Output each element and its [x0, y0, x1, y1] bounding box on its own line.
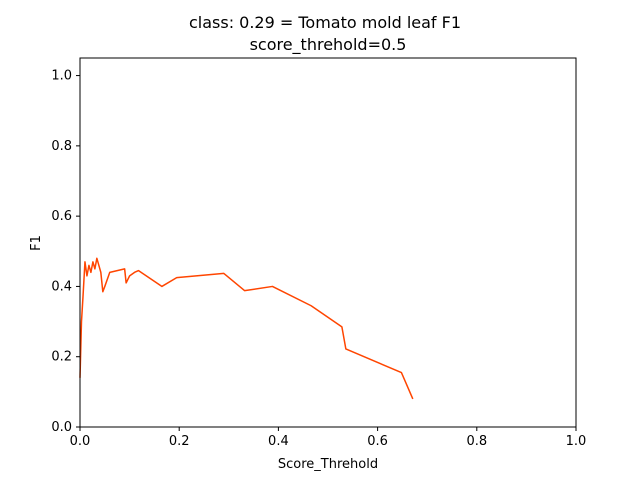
y-tick-label: 1.0	[51, 69, 72, 84]
plot-frame	[79, 57, 577, 428]
x-tick-label: 0.2	[169, 434, 190, 449]
y-axis-label: F1	[29, 235, 44, 251]
y-tick-label: 0.4	[51, 279, 72, 294]
x-tick-label: 0.4	[268, 434, 289, 449]
chart-title-line-2: score_threhold=0.5	[250, 35, 407, 55]
x-axis-label: Score_Threhold	[278, 457, 378, 472]
y-tick-label: 0.8	[51, 139, 72, 154]
plot-area	[80, 58, 576, 427]
x-tick-label: 0.6	[367, 434, 388, 449]
y-tick-label: 0.6	[51, 209, 72, 224]
x-tick-label: 0.0	[70, 434, 91, 449]
f1-series-line	[79, 257, 414, 400]
y-tick-label: 0.0	[51, 420, 72, 435]
y-tick-label: 0.2	[51, 350, 72, 365]
chart-title-line-1: class: 0.29 = Tomato mold leaf F1	[189, 13, 461, 32]
y-axis-ticks: 0.0 0.2 0.4 0.6 0.8 1.0	[51, 69, 80, 435]
x-tick-label: 0.8	[466, 434, 487, 449]
x-tick-label: 1.0	[566, 434, 587, 449]
x-axis-ticks: 0.0 0.2 0.4 0.6 0.8 1.0	[70, 427, 587, 449]
